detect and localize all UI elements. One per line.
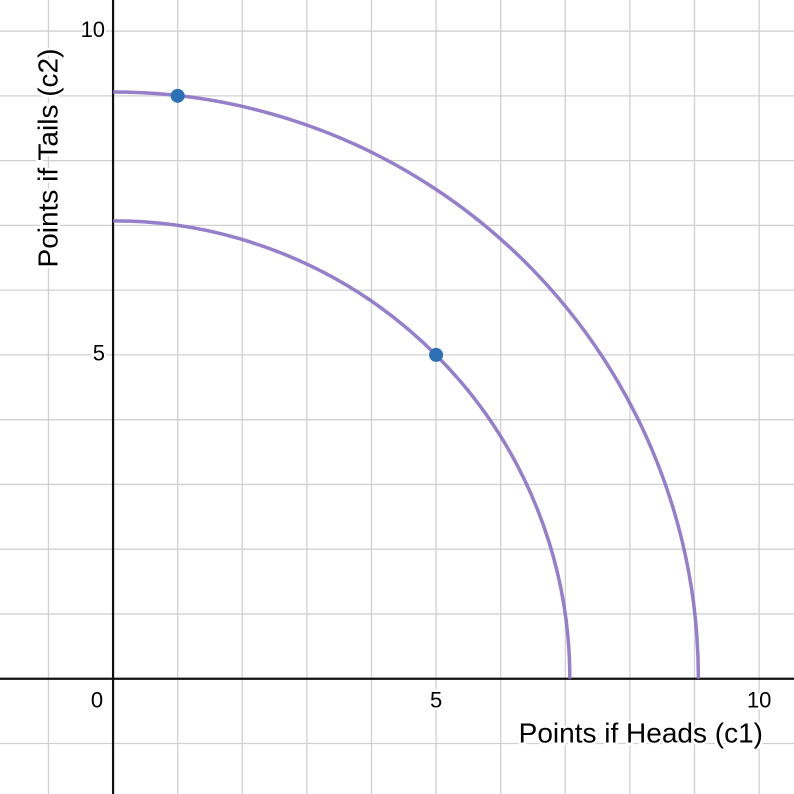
y-tick-label: 5	[93, 341, 105, 366]
plot	[113, 88, 701, 679]
x-tick-label: 5	[430, 688, 442, 713]
curve	[113, 90, 701, 679]
x-tick-label: 0	[91, 688, 103, 713]
point	[429, 347, 444, 362]
x-tick-label: 10	[747, 688, 771, 713]
y-tick-label: 10	[81, 17, 105, 42]
point	[170, 88, 185, 103]
x-axis-label: Points if Heads (c1)	[519, 717, 763, 748]
y-axis-label: Points if Tails (c2)	[32, 49, 63, 268]
